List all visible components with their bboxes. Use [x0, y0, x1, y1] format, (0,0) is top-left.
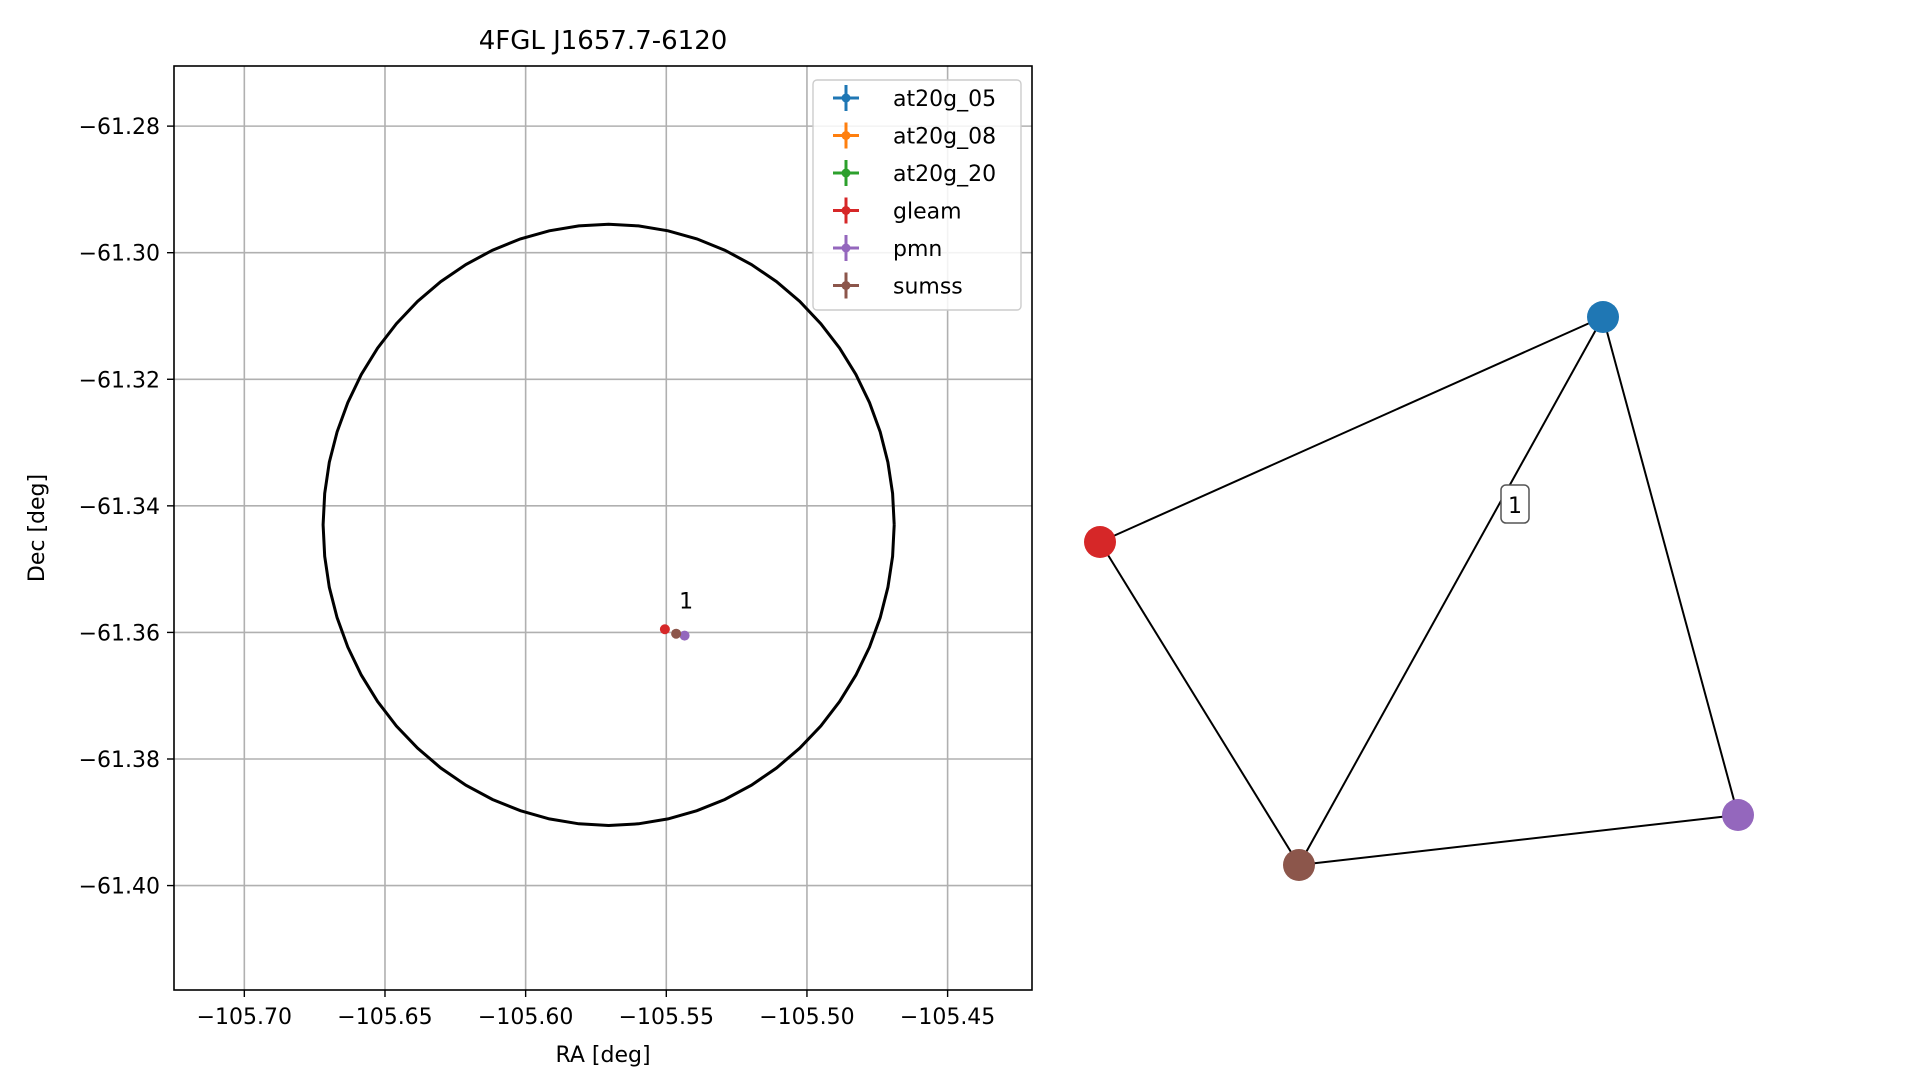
edge-at20g_05-sumss	[1298, 316, 1604, 866]
legend-dot-at20g_20	[841, 168, 851, 178]
y-tick-label: −61.40	[79, 875, 160, 900]
y-tick-label: −61.36	[79, 621, 160, 646]
x-axis-label: RA [deg]	[555, 1043, 650, 1068]
edge-at20g_05-gleam	[1099, 316, 1604, 543]
annotations: 1	[679, 590, 693, 615]
legend-label-at20g_08: at20g_08	[893, 125, 996, 150]
error-circle-outline	[321, 222, 896, 828]
y-tick-label: −61.38	[79, 748, 160, 773]
plot-frame	[173, 65, 1033, 991]
edge-gleam-sumss	[1099, 541, 1300, 866]
x-tick-label: −105.45	[900, 1005, 995, 1030]
legend-label-at20g_20: at20g_20	[893, 162, 996, 187]
x-tick-label: −105.50	[759, 1005, 854, 1030]
data-points	[659, 624, 690, 641]
legend-dot-at20g_05	[841, 93, 851, 103]
cluster-label: 1	[1500, 484, 1530, 524]
crossmatch-network-graph: 1	[1084, 301, 1754, 881]
cluster-annotation: 1	[679, 590, 693, 615]
y-tick-label: −61.28	[79, 115, 160, 140]
point-gleam	[659, 624, 670, 635]
y-tick-label: −61.34	[79, 495, 160, 520]
node-at20g_05	[1587, 301, 1619, 333]
y-axis-ticks: −61.28 −61.30 −61.32 −61.34 −61.36 −61.38 −61.…	[79, 115, 174, 900]
point-sumss	[671, 628, 682, 639]
legend-dot-pmn	[841, 243, 851, 253]
legend-label-pmn: pmn	[893, 237, 942, 262]
point-pmn	[679, 630, 690, 641]
x-tick-label: −105.55	[619, 1005, 714, 1030]
y-axis-label: Dec [deg]	[25, 474, 50, 582]
y-tick-label: −61.30	[79, 242, 160, 267]
x-tick-label: −105.60	[478, 1005, 573, 1030]
y-tick-label: −61.32	[79, 368, 160, 393]
cluster-label-text: 1	[1508, 494, 1522, 519]
x-axis-ticks: −105.70 −105.65 −105.60 −105.55 −105.50 −105.…	[197, 990, 995, 1030]
legend-dot-sumss	[841, 281, 851, 290]
x-tick-label: −105.70	[197, 1005, 292, 1030]
network-nodes	[1084, 301, 1754, 881]
edge-at20g_05-pmn	[1602, 316, 1739, 816]
edge-sumss-pmn	[1298, 814, 1739, 866]
legend-label-at20g_05: at20g_05	[893, 87, 996, 112]
legend-label-gleam: gleam	[893, 200, 962, 225]
cluster-label-box	[1500, 484, 1530, 524]
x-tick-label: −105.65	[337, 1005, 432, 1030]
node-gleam	[1084, 526, 1116, 558]
legend-box	[812, 79, 1022, 311]
legend-dot-at20g_08	[841, 131, 851, 140]
plot-title: 4FGL J1657.7-6120	[479, 26, 728, 56]
sky-scatter-plot: 4FGL J1657.7-6120 1 −105.70 −105.65 −105.6…	[25, 26, 1033, 1068]
node-sumss	[1283, 849, 1315, 881]
error-circle	[321, 222, 896, 828]
network-edges	[1099, 316, 1739, 866]
legend-dot-gleam	[841, 206, 851, 215]
legend-label-sumss: sumss	[893, 275, 963, 300]
node-pmn	[1722, 799, 1754, 831]
